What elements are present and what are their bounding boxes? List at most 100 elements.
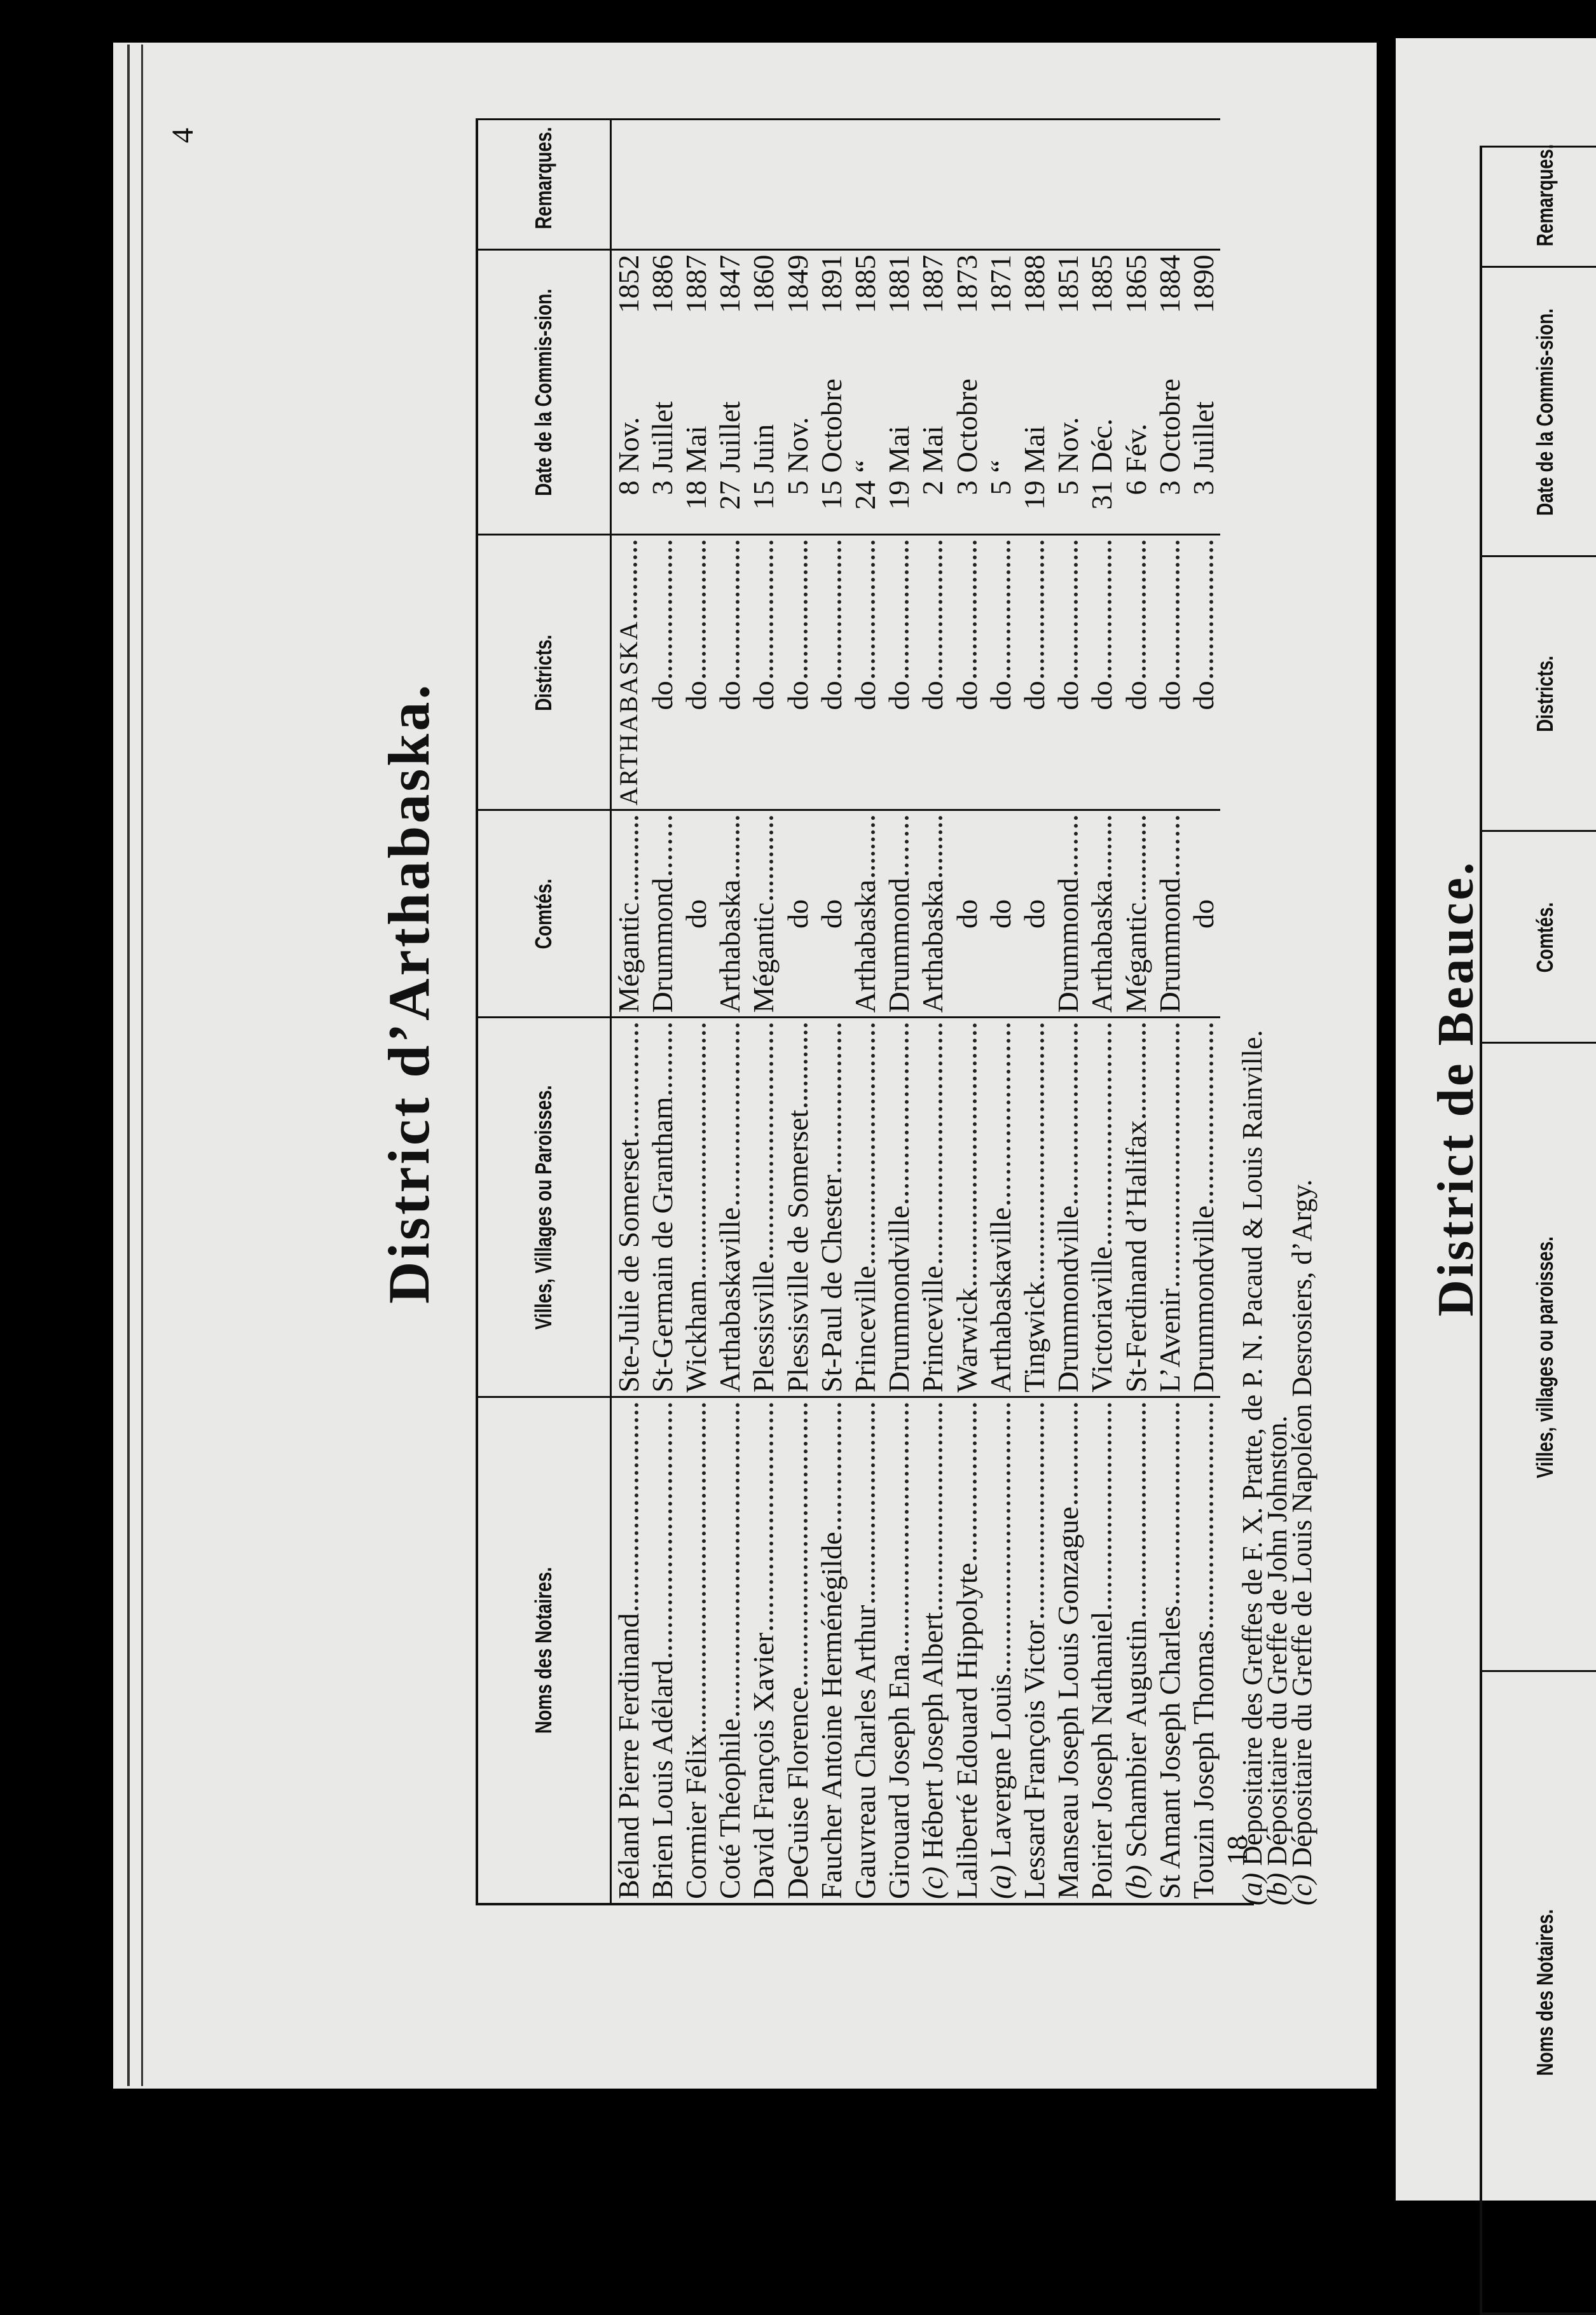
remarques-cell [1051,120,1085,250]
date-year: 1885 [1085,255,1118,314]
remarques-cell [1119,120,1153,250]
district-leader: do [1153,540,1187,806]
ville-text: Ste-Julie de Somerset [612,1139,645,1393]
district-cell: Arthabaska [610,535,645,810]
leader-dots [1108,1404,1111,1609]
notary-name-text: St Amant Joseph Charles [1153,1606,1186,1899]
leader-dots [769,1404,773,1631]
date-day: 3 [950,481,984,530]
date-day: 5 [781,481,815,530]
notary-name-text: Lessard François Victor [1018,1620,1050,1899]
comte-text: Arthabaska [713,880,746,1012]
comte-text: Drummond [882,878,916,1012]
next-page: District de Beauce. Noms des Notaires. V… [1396,38,1596,2188]
header-comtes: Comtés. [1481,831,1596,1043]
comte-cell: Mégantic [746,810,780,1018]
notary-name-text: Manseau Joseph Louis Gonzague [1052,1507,1084,1899]
date-month: Juillet [1187,314,1220,473]
comte-cell: do [679,810,713,1018]
comte-cell: do [950,810,984,1018]
ville-cell: Arthabaskaville [984,1018,1017,1397]
leader-dots [1108,1024,1111,1244]
notary-name-cell: (b) Schambier Augustin [1119,1397,1153,1904]
comte-text: Mégantic [1119,902,1153,1013]
notary-name-text: Coté Théophile [713,1718,746,1899]
name-leader: Touzin Joseph Thomas [1187,1402,1220,1900]
leader-dots [973,541,977,679]
district-leader: do [916,540,949,806]
date-year: 1849 [781,255,815,314]
date-day: 18 [679,481,713,530]
comte-cell: do [781,810,815,1018]
page-title: District d’Arthabaska. [375,682,443,1304]
notary-name-cell: Gauvreau Charles Arthur [848,1397,882,1904]
ville-cell: Drummondville [1051,1018,1085,1397]
header-districts: Districts. [477,535,610,810]
leader-dots [1142,1404,1146,1617]
date-day: 19 [1017,481,1051,530]
leader-dots [1007,1404,1010,1671]
leader-dots [1007,1024,1010,1205]
date-day: 2 [916,481,949,530]
remarques-cell [1153,120,1187,250]
ville-cell: Plessisville de Somerset [781,1018,815,1397]
leader-dots [905,1024,909,1203]
leader-dots [736,1024,740,1205]
comte-text: do [984,899,1017,929]
date-year: 1865 [1119,255,1153,314]
district-leader: do [1187,540,1220,806]
ville-text: St-Germain de Grantham [645,1097,679,1393]
leader-dots [736,817,740,878]
remarques-cell [713,120,746,250]
remarques-cell [882,120,916,250]
date-month: Juillet [645,314,679,473]
date-cell: 24“1885 [848,250,882,535]
notary-name-cell: Faucher Antoine Herménégilde [815,1397,848,1904]
district-text: do [984,681,1017,710]
name-leader: DeGuise Florence [781,1402,815,1900]
ville-leader: L’Avenir [1153,1023,1187,1393]
comte-text: Drummond [1051,878,1085,1012]
comte-leader: Arthabaska [848,815,882,1013]
notary-name-text: Cormier Félix [680,1734,712,1899]
ville-text: Plessisville de Somerset [781,1110,815,1393]
leader-dots [635,817,638,900]
comte-cell: do [1017,810,1051,1018]
name-leader: (b) Schambier Augustin [1119,1402,1153,1900]
leader-dots [1074,817,1078,876]
date-year: 1888 [1017,255,1051,314]
ville-leader: Plessisville [746,1023,780,1393]
footnote-mark: (b) [1120,1865,1152,1899]
leader-dots [702,541,706,679]
register-page: 4 District d’Arthabaska. Noms des Notair… [114,45,1377,2086]
notary-name: Cormier Félix [679,1734,713,1899]
date-year: 1885 [848,255,882,314]
leader-dots [1040,1404,1044,1618]
leader-dots [871,817,875,878]
ville-text: Drummondville [1187,1206,1220,1393]
district-text: do [882,681,916,710]
district-cell: do [781,535,815,810]
ville-text: Wickham [679,1280,713,1393]
date-month: Nov. [612,314,645,473]
next-page-title: District de Beauce. [1427,860,1485,1316]
ville-text: Arthabaskaville [713,1207,746,1392]
table-row: DeGuise Florence Plessisville de Somerset… [781,120,815,1904]
date-day: 3 [1153,481,1187,530]
district-text: do [1119,681,1153,710]
header-comtes: Comtés. [477,810,610,1018]
comte-cell: Arthabaska [713,810,746,1018]
comte-text: do [951,899,983,929]
leader-dots [1074,1024,1078,1203]
district-text: do [1017,681,1051,710]
ville-cell: St-Germain de Grantham [645,1018,679,1397]
comte-cell: Drummond [882,810,916,1018]
district-cell: do [746,535,780,810]
